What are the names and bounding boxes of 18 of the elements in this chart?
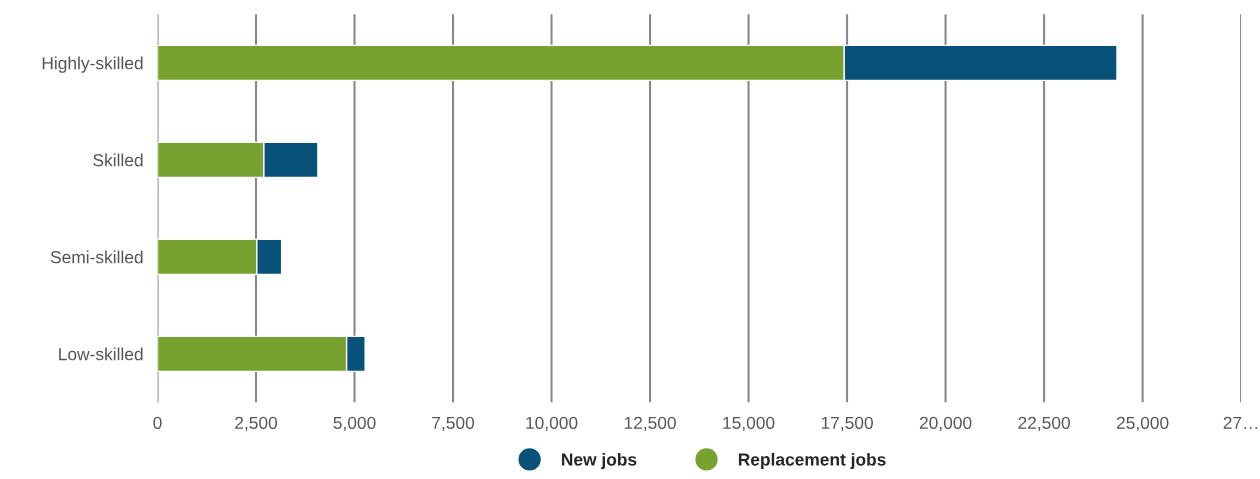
x-tick-label: 17,500 bbox=[821, 416, 873, 432]
y-tick-label: Skilled bbox=[93, 153, 143, 167]
x-tick-label: 10,000 bbox=[526, 416, 578, 432]
x-tick-label: 5,000 bbox=[333, 416, 376, 432]
y-tick-label: Low-skilled bbox=[59, 347, 143, 361]
x-tick-label: 12,500 bbox=[624, 416, 676, 432]
x-tick-label: 0 bbox=[153, 416, 162, 429]
x-tick-label: 25,000 bbox=[1116, 416, 1169, 432]
y-tick-label: Highly-skilled bbox=[42, 56, 143, 73]
y-tick-label: Semi-skilled bbox=[50, 250, 143, 264]
x-tick-label: 2,500 bbox=[235, 416, 278, 432]
x-tick-label: 20,000 bbox=[919, 416, 972, 432]
x-tick-label: 27… bbox=[1223, 416, 1258, 429]
legend-label: Replacement jobs bbox=[738, 452, 886, 470]
x-tick-label: 15,000 bbox=[723, 416, 775, 432]
x-tick-label: 7,500 bbox=[432, 416, 475, 432]
legend-label: New jobs bbox=[562, 452, 637, 470]
x-tick-label: 22,500 bbox=[1018, 416, 1070, 432]
